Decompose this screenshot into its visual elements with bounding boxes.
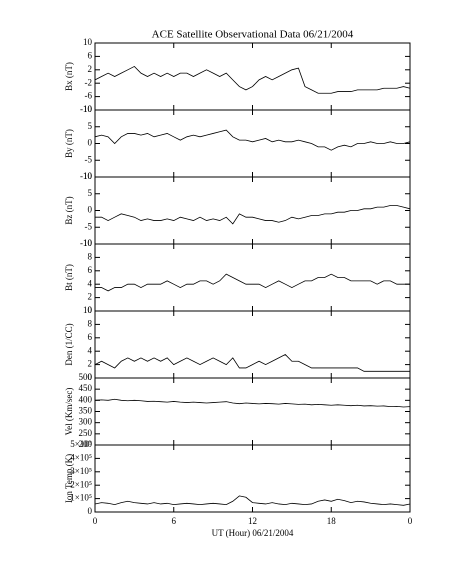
panel-frame <box>94 243 411 312</box>
data-line <box>94 398 411 408</box>
y-tick-label: 450 <box>79 383 93 393</box>
x-axis-label: UT (Hour) 06/21/2004 <box>212 528 294 538</box>
y-tick-label: 5 <box>88 188 93 198</box>
y-tick-label: -5 <box>85 221 93 231</box>
y-tick-label: -6 <box>85 91 93 101</box>
y-tick-label: 0 <box>88 138 93 148</box>
y-tick-label: 4 <box>88 278 93 288</box>
y-tick-label: 1×10⁵ <box>70 493 92 503</box>
data-line <box>94 495 411 506</box>
y-tick-label: 4×10⁵ <box>70 452 92 462</box>
y-axis-label: Vel (Km/sec) <box>64 388 74 436</box>
y-tick-label: 3×10⁵ <box>70 466 92 476</box>
y-tick-label: 6 <box>88 332 93 342</box>
y-tick-label: -10 <box>80 171 92 181</box>
y-tick-label: 4 <box>88 345 93 355</box>
y-tick-label: 5 <box>88 121 93 131</box>
y-axis-label: Ion Temp (K) <box>64 454 74 503</box>
x-tick-label: 0 <box>408 516 413 526</box>
y-tick-label: 500 <box>79 372 93 382</box>
y-tick-label: 300 <box>79 417 93 427</box>
y-tick-label: 10 <box>83 305 93 315</box>
data-line <box>95 205 411 225</box>
y-tick-label: 0 <box>88 372 93 382</box>
y-tick-label: 0 <box>88 205 93 215</box>
y-tick-label: 2 <box>88 64 93 74</box>
panel-frame <box>94 377 411 446</box>
panel-frame <box>94 176 411 245</box>
data-line <box>95 273 410 292</box>
y-tick-label: -2 <box>85 77 93 87</box>
y-tick-label: 10 <box>83 104 93 114</box>
data-line <box>94 65 411 94</box>
chart-title: ACE Satellite Observational Data 06/21/2… <box>152 29 354 41</box>
y-tick-label: 2 <box>88 359 93 369</box>
y-tick-label: -10 <box>80 238 92 248</box>
y-tick-label: 6 <box>88 265 93 275</box>
x-tick-label: 12 <box>248 516 257 526</box>
y-tick-label: 400 <box>79 394 93 404</box>
y-tick-label: 5×10⁵ <box>70 439 92 449</box>
y-tick-label: 6 <box>88 50 93 60</box>
y-tick-label: 0 <box>88 506 93 516</box>
y-tick-label: 250 <box>79 428 93 438</box>
y-axis-label: Bz (nT) <box>64 196 74 224</box>
x-tick-label: 0 <box>93 516 98 526</box>
y-tick-label: 350 <box>79 406 93 416</box>
y-tick-label: 2×10⁵ <box>70 479 92 489</box>
x-tick-label: 6 <box>172 516 177 526</box>
y-tick-label: 10 <box>83 37 93 47</box>
y-tick-label: 0 <box>88 305 93 315</box>
y-tick-label: 200 <box>79 439 93 449</box>
y-axis-label: Bx (nT) <box>64 62 74 91</box>
y-axis-label: By (nT) <box>64 129 74 158</box>
y-axis-label: Bt (nT) <box>64 264 74 291</box>
data-line <box>94 129 411 151</box>
y-tick-label: 2 <box>88 292 93 302</box>
x-tick-label: 18 <box>327 516 337 526</box>
y-tick-label: 8 <box>88 251 93 261</box>
y-tick-label: 10 <box>83 171 93 181</box>
y-tick-label: -5 <box>85 154 93 164</box>
y-axis-label: Den (1/CC) <box>64 323 74 365</box>
y-tick-label: 8 <box>88 318 93 328</box>
y-tick-label: -10 <box>80 104 92 114</box>
y-tick-label: 10 <box>83 238 93 248</box>
data-line <box>94 354 410 372</box>
panel-frame <box>94 42 411 111</box>
panel-frame <box>94 310 411 379</box>
